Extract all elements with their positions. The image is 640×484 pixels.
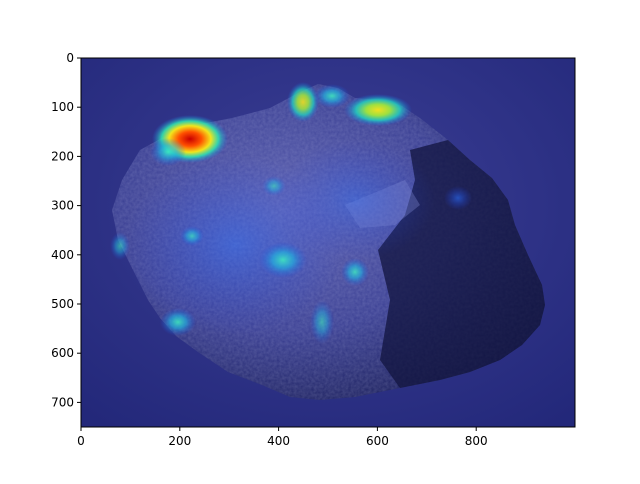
y-tick-label: 0	[66, 51, 74, 65]
hotspot-top-right	[344, 94, 412, 126]
hotspot-upper-mid	[262, 176, 286, 196]
hotspot-right	[444, 186, 472, 210]
image-area	[81, 58, 575, 427]
y-tick-label: 400	[51, 248, 74, 262]
hotspot-far-left	[110, 232, 130, 260]
y-tick-label: 300	[51, 199, 74, 213]
heat-diffuse-center	[275, 140, 435, 260]
y-axis: 0 100 200 300 400 500 600 700	[51, 51, 81, 409]
y-tick-label: 100	[51, 100, 74, 114]
x-tick-label: 0	[77, 434, 85, 448]
x-tick-label: 600	[366, 434, 389, 448]
y-tick-label: 200	[51, 149, 74, 163]
hotspot-main-edge	[150, 138, 186, 166]
hotspot-top-mid	[314, 84, 350, 108]
hotspot-center	[259, 242, 307, 278]
hotspot-lower-left	[160, 308, 196, 336]
y-tick-label: 600	[51, 346, 74, 360]
x-tick-label: 400	[267, 434, 290, 448]
x-tick-label: 800	[465, 434, 488, 448]
x-axis: 0 200 400 600 800	[77, 427, 488, 448]
hotspot-bottom	[310, 300, 334, 344]
y-tick-label: 500	[51, 297, 74, 311]
axes-frame	[80, 57, 576, 428]
hotspot-lower-center	[341, 258, 369, 286]
hotspot-top-center	[287, 82, 319, 122]
x-tick-label: 200	[168, 434, 191, 448]
y-tick-label: 700	[51, 395, 74, 409]
hotspot-left-mid	[180, 226, 204, 246]
